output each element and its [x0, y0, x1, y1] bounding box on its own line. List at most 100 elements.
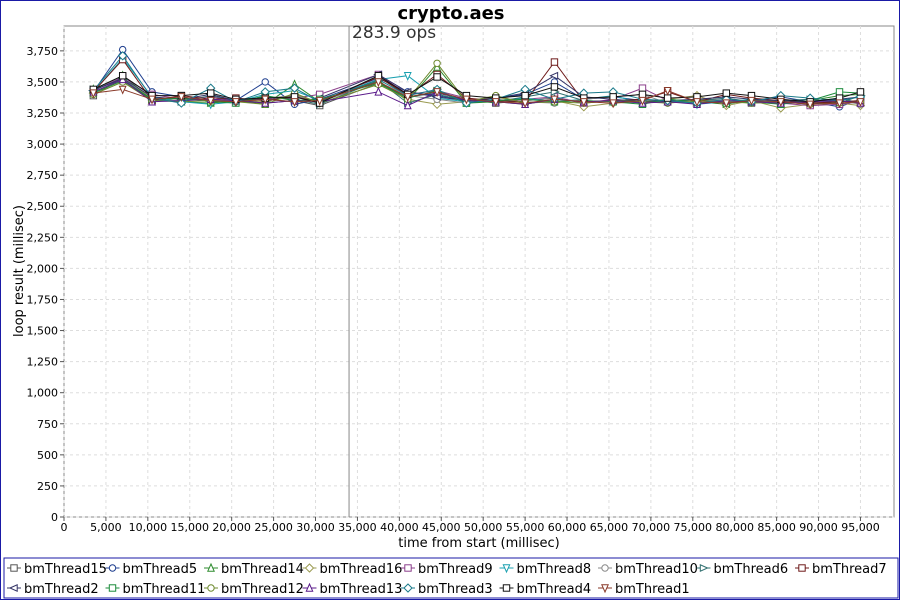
data-point-bmThread3 — [117, 51, 128, 61]
data-point-bmThread1 — [315, 96, 324, 106]
data-point-bmThread1 — [403, 93, 412, 103]
data-point-bmThread1 — [856, 98, 865, 108]
legend-swatch-marker — [8, 584, 18, 592]
data-point-bmThread1 — [663, 86, 672, 96]
y-tick-label: 1,250 — [27, 356, 59, 369]
y-tick-label: 3,500 — [27, 76, 59, 89]
legend-item-bmThread11: bmThread11 — [105, 582, 205, 597]
data-point-bmThread1 — [148, 95, 156, 105]
x-tick-label: 75,000 — [674, 521, 713, 534]
data-point-bmThread7 — [550, 58, 559, 66]
data-point-bmThread4 — [722, 89, 731, 97]
legend-label: bmThread6 — [714, 562, 789, 577]
plot-area — [63, 25, 895, 518]
legend-item-bmThread13: bmThread13 — [302, 582, 403, 597]
data-point-bmThread4 — [638, 90, 647, 99]
legend-label: bmThread12 — [221, 582, 304, 597]
legend-label: bmThread7 — [812, 562, 887, 577]
y-tick-label: 500 — [37, 449, 58, 462]
annotation-label: 283.9 ops — [352, 23, 436, 43]
legend-swatch-marker — [108, 584, 117, 592]
data-point-bmThread3 — [176, 98, 187, 108]
data-point-bmThread4 — [521, 91, 529, 100]
legend-item-bmThread4: bmThread4 — [499, 582, 591, 597]
data-point-bmThread4 — [609, 93, 617, 101]
data-point-bmThread12 — [433, 59, 441, 67]
annotation-layer: 283.9 ops — [348, 23, 436, 517]
data-point-bmThread4 — [433, 73, 441, 81]
legend-item-bmThread9: bmThread9 — [401, 562, 493, 577]
data-point-bmThread1 — [579, 98, 588, 108]
legend-label: bmThread5 — [123, 562, 198, 577]
legend-box — [3, 557, 899, 599]
data-point-bmThread3 — [289, 83, 300, 93]
data-point-bmThread4 — [207, 89, 215, 97]
data-point-bmThread13 — [374, 86, 383, 96]
y-tick-label: 3,000 — [27, 138, 59, 151]
data-point-bmThread13 — [403, 100, 412, 110]
data-point-bmThread1 — [693, 98, 701, 108]
legend-item-bmThread2: bmThread2 — [7, 582, 99, 597]
legend-swatch-marker — [502, 584, 511, 592]
legend-label: bmThread2 — [24, 582, 99, 597]
legend-item-bmThread16: bmThread16 — [302, 562, 402, 577]
legend-item-bmThread3: bmThread3 — [401, 582, 493, 597]
legend-swatch-marker — [108, 564, 117, 572]
data-point-bmThread1 — [722, 99, 731, 109]
legend-swatch-marker — [601, 584, 609, 594]
legend-label: bmThread3 — [418, 582, 493, 597]
legend-label: bmThread13 — [320, 582, 403, 597]
y-tick-label: 2,500 — [27, 200, 59, 213]
data-point-bmThread1 — [118, 85, 127, 95]
y-tick-label: 2,750 — [27, 169, 59, 182]
series-lines — [88, 45, 866, 113]
x-tick-label: 50,000 — [464, 521, 503, 534]
data-point-bmThread1 — [491, 98, 500, 108]
legend-swatch-marker — [10, 564, 18, 572]
grid-lines — [63, 26, 894, 518]
data-point-bmThread5 — [261, 78, 269, 86]
data-point-bmThread4 — [856, 88, 865, 96]
legend-swatch-marker — [403, 583, 413, 593]
data-point-bmThread1 — [521, 99, 530, 109]
legend-label: bmThread10 — [615, 562, 698, 577]
data-point-bmThread8 — [403, 72, 412, 81]
data-point-bmThread1 — [835, 99, 844, 109]
x-tick-label: 5,000 — [90, 521, 122, 534]
data-point-bmThread1 — [374, 78, 383, 88]
x-tick-label: 20,000 — [212, 521, 251, 534]
legend-item-bmThread15: bmThread15 — [7, 562, 107, 577]
data-point-bmThread4 — [118, 72, 127, 80]
data-point-bmThread1 — [177, 93, 186, 103]
x-tick-label: 85,000 — [757, 521, 796, 534]
x-axis-label: time from start (millisec) — [398, 536, 559, 551]
data-point-bmThread4 — [374, 72, 383, 80]
data-point-bmThread1 — [206, 96, 215, 106]
y-tick-label: 2,000 — [27, 262, 59, 275]
legend: bmThread15 bmThread5 bmThread14 bmThread16 b… — [7, 562, 887, 597]
legend-item-bmThread10: bmThread10 — [598, 562, 698, 577]
axes: 0 5,000 10,000 15,000 20,000 25,000 30,000 35,0… — [27, 45, 880, 534]
x-tick-label: 0 — [61, 521, 68, 534]
data-point-bmThread1 — [89, 89, 98, 99]
legend-swatch-marker — [404, 564, 412, 572]
data-point-bmThread1 — [747, 96, 756, 106]
x-tick-label: 10,000 — [129, 521, 168, 534]
x-tick-label: 15,000 — [171, 521, 210, 534]
data-point-bmThread1 — [231, 98, 240, 108]
legend-swatch-marker — [305, 582, 314, 592]
y-tick-label: 1,000 — [27, 387, 59, 400]
legend-item-bmThread7: bmThread7 — [795, 562, 887, 577]
legend-label: bmThread14 — [221, 562, 304, 577]
y-tick-label: 2,250 — [27, 231, 59, 244]
data-point-bmThread1 — [638, 96, 647, 106]
legend-swatch-marker — [699, 564, 709, 572]
legend-label: bmThread8 — [517, 562, 592, 577]
legend-label: bmThread9 — [418, 562, 493, 577]
data-point-bmThread1 — [261, 95, 270, 105]
legend-swatch-marker — [304, 563, 315, 573]
x-tick-label: 95,000 — [841, 521, 880, 534]
x-tick-label: 80,000 — [715, 521, 754, 534]
legend-label: bmThread1 — [615, 582, 690, 597]
